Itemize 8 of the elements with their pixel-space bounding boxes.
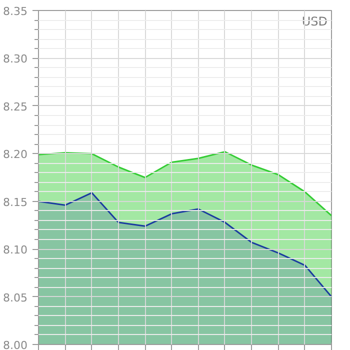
y-tick-label: 8.35 (3, 5, 28, 18)
y-tick-label: 8.10 (3, 244, 28, 257)
y-tick-label: 8.00 (3, 339, 28, 350)
y-tick-label: 8.25 (3, 100, 28, 114)
y-tick-label: 8.30 (3, 52, 28, 66)
y-tick-label: 8.05 (3, 291, 28, 304)
y-tick-label: 8.20 (3, 148, 28, 162)
y-tick-label: 8.15 (3, 196, 28, 209)
